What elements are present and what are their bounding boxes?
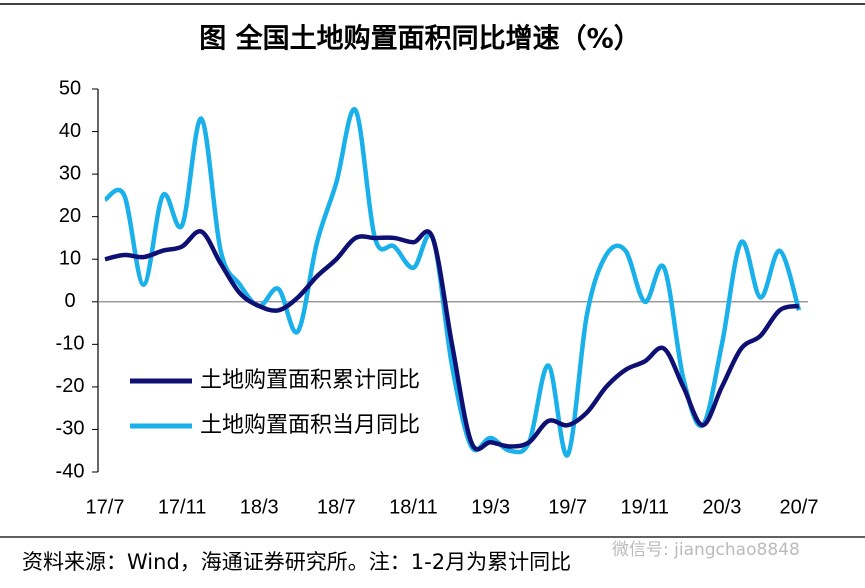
x-tick-label: 19/3	[471, 496, 510, 518]
x-tick-label: 20/7	[780, 496, 819, 518]
y-tick-label: -20	[56, 375, 85, 397]
x-tick-label: 19/7	[548, 496, 587, 518]
x-tick-label: 18/3	[240, 496, 279, 518]
series-line	[103, 107, 802, 458]
x-tick-label: 19/11	[620, 496, 669, 518]
x-tick-label: 17/11	[158, 496, 207, 518]
y-tick-label: 40	[59, 120, 81, 142]
chart-title: 图 全国土地购置面积同比增速（%）	[199, 23, 640, 55]
y-tick-label: -30	[56, 418, 85, 440]
x-tick-label: 18/11	[389, 496, 438, 518]
y-tick-label: -10	[56, 333, 85, 355]
watermark: 微信号: jiangchao8848	[612, 540, 800, 560]
legend-label: 土地购置面积累计同比	[200, 368, 420, 393]
y-tick-label: -40	[56, 460, 85, 482]
x-tick-label: 20/3	[702, 496, 741, 518]
legend-label: 土地购置面积当月同比	[200, 413, 420, 438]
y-tick-label: 30	[59, 162, 81, 184]
y-tick-label: 50	[59, 77, 81, 99]
x-tick-label: 18/7	[317, 496, 356, 518]
series-line	[104, 229, 800, 452]
x-tick-label: 17/7	[86, 496, 125, 518]
y-tick-label: 10	[59, 248, 81, 270]
y-tick-label: 20	[59, 205, 81, 227]
y-tick-label: 0	[64, 290, 75, 312]
source-note: 资料来源：Wind，海通证券研究所。注：1-2月为累计同比	[22, 550, 571, 574]
